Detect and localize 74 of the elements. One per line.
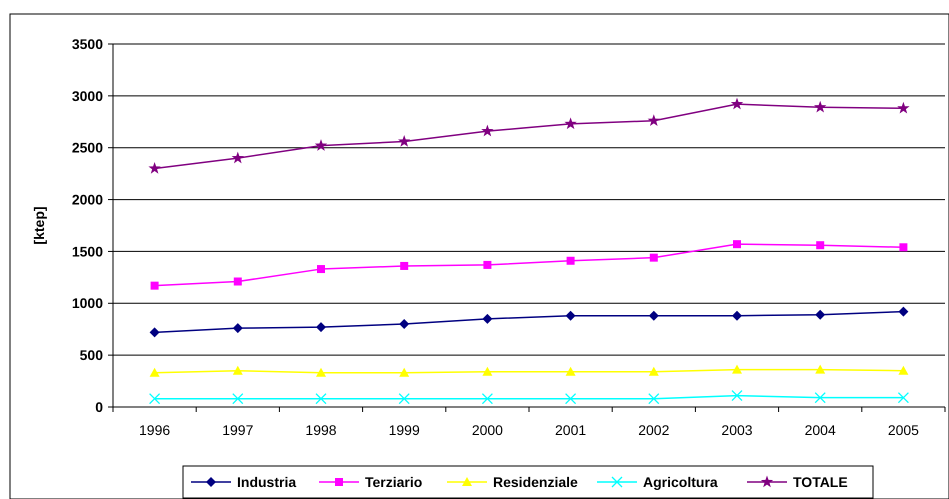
point — [317, 265, 325, 274]
x-tick-label: 2004 — [804, 422, 836, 438]
point — [482, 393, 494, 404]
point — [399, 368, 410, 377]
legend-label: Industria — [237, 474, 296, 490]
point — [732, 310, 742, 321]
legend-label: TOTALE — [793, 474, 848, 490]
y-axis-title: [ktep] — [31, 206, 47, 245]
point — [400, 262, 408, 270]
point — [150, 368, 160, 377]
y-tick-label: 500 — [80, 347, 104, 364]
point — [564, 393, 576, 404]
point — [733, 240, 741, 248]
y-tick-label: 3500 — [72, 36, 104, 52]
point — [814, 100, 826, 113]
point — [898, 366, 908, 375]
x-tick-label: 2003 — [721, 422, 753, 438]
point — [150, 282, 159, 290]
x-tick-label: 1996 — [139, 422, 170, 438]
point — [648, 393, 660, 404]
point — [483, 260, 492, 269]
point — [815, 310, 826, 320]
point — [316, 368, 326, 377]
point — [232, 323, 243, 334]
point — [648, 310, 659, 321]
legend-label: Agricoltura — [643, 474, 718, 490]
point — [234, 278, 242, 286]
point — [398, 134, 410, 147]
x-tick-label: 1999 — [388, 422, 420, 438]
point — [898, 392, 910, 404]
point — [482, 314, 492, 324]
point — [232, 152, 244, 164]
point — [398, 393, 410, 404]
x-tick-label: 2005 — [888, 422, 920, 438]
point — [730, 98, 744, 110]
point — [564, 117, 577, 130]
point — [648, 366, 659, 376]
point — [731, 390, 743, 402]
x-tick-label: 2000 — [472, 422, 504, 438]
point — [899, 243, 908, 252]
point — [482, 366, 492, 376]
point — [148, 162, 161, 174]
y-tick-label: 2000 — [72, 191, 104, 208]
point — [566, 366, 576, 376]
point — [150, 327, 160, 338]
point — [566, 310, 576, 321]
point — [650, 254, 658, 262]
y-tick-label: 3000 — [72, 88, 104, 104]
point — [481, 124, 494, 136]
legend-label: Residenziale — [493, 474, 578, 490]
point — [815, 364, 826, 374]
y-tick-label: 2500 — [72, 140, 104, 156]
point — [399, 319, 410, 330]
point — [898, 306, 908, 317]
point — [816, 241, 824, 250]
point — [315, 393, 327, 404]
point — [732, 364, 742, 374]
y-tick-label: 1500 — [72, 243, 104, 260]
point — [566, 256, 575, 265]
point — [148, 393, 160, 404]
y-tick-label: 1000 — [72, 295, 104, 312]
x-tick-label: 1998 — [305, 422, 337, 438]
point — [232, 366, 243, 375]
point — [814, 392, 826, 404]
y-tick-label: 0 — [95, 398, 104, 415]
legend-label: Terziario — [365, 474, 422, 490]
x-tick-label: 2002 — [638, 422, 670, 438]
x-tick-label: 1997 — [222, 422, 254, 438]
x-tick-label: 2001 — [555, 422, 586, 438]
point — [897, 102, 910, 114]
point — [314, 139, 328, 151]
point — [648, 114, 660, 126]
point — [232, 393, 244, 404]
point — [316, 322, 326, 332]
